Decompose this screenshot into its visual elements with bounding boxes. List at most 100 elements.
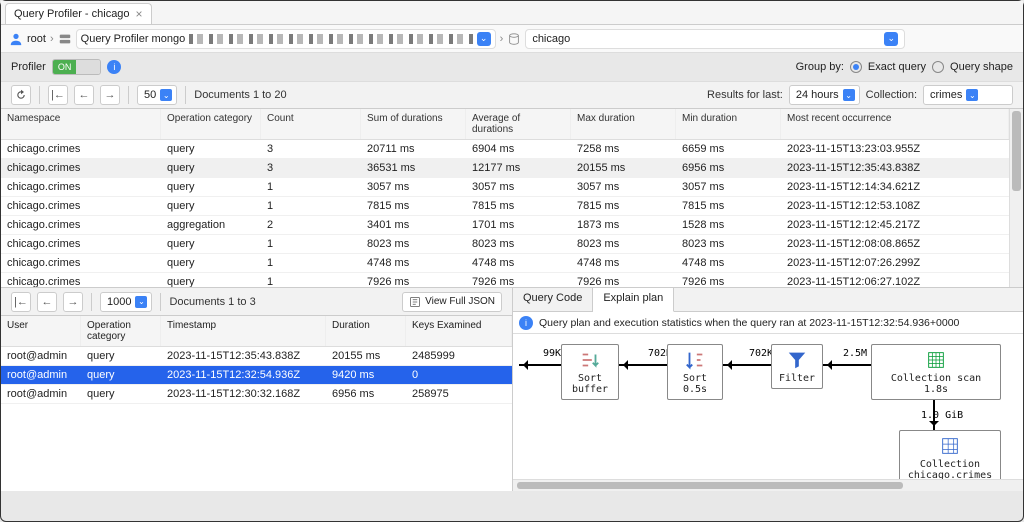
breadcrumb-user[interactable]: root xyxy=(27,33,46,45)
column-header[interactable]: Most recent occurrence xyxy=(781,109,1009,139)
plan-node-label: Collection chicago.crimes xyxy=(908,459,992,479)
column-header[interactable]: Duration xyxy=(326,316,406,346)
document-range: Documents 1 to 3 xyxy=(169,296,255,308)
plan-node-filter[interactable]: Filter xyxy=(771,344,823,389)
table-cell: 2023-11-15T12:35:43.838Z xyxy=(781,159,1009,177)
table-row[interactable]: chicago.crimesquery18023 ms8023 ms8023 m… xyxy=(1,235,1009,254)
detail-toolbar: |← ← → 1000 ⌄ Documents 1 to 3 View Full… xyxy=(1,288,512,316)
json-icon xyxy=(409,296,421,308)
prev-page-button[interactable]: ← xyxy=(37,292,57,312)
table-cell: root@admin xyxy=(1,366,81,384)
breadcrumb: root › Query Profiler mongo ⌄ › chicago … xyxy=(1,25,1023,53)
table-row[interactable]: root@adminquery2023-11-15T12:32:54.936Z9… xyxy=(1,366,512,385)
chevron-down-icon: ⌄ xyxy=(135,296,147,308)
column-header[interactable]: Operation category xyxy=(161,109,261,139)
refresh-button[interactable] xyxy=(11,85,31,105)
column-header[interactable]: Namespace xyxy=(1,109,161,139)
column-header[interactable]: Keys Examined xyxy=(406,316,512,346)
table-cell: 2023-11-15T12:12:53.108Z xyxy=(781,197,1009,215)
time-window-select[interactable]: 24 hours ⌄ xyxy=(789,85,860,105)
table-row[interactable]: chicago.crimesquery17815 ms7815 ms7815 m… xyxy=(1,197,1009,216)
info-icon[interactable]: i xyxy=(107,60,121,74)
table-cell: 20155 ms xyxy=(326,347,406,365)
page-size-select[interactable]: 50 ⌄ xyxy=(137,85,177,105)
explain-plan-canvas[interactable]: 99K 702K 702K 2.5M 1.0 GiB Sort buffer S… xyxy=(513,334,1023,479)
column-header[interactable]: Count xyxy=(261,109,361,139)
table-cell: 7926 ms xyxy=(361,273,466,287)
next-page-button[interactable]: → xyxy=(63,292,83,312)
document-range: Documents 1 to 20 xyxy=(194,89,286,101)
prev-page-button[interactable]: ← xyxy=(74,85,94,105)
plan-node-collection-scan[interactable]: Collection scan 1.8s xyxy=(871,344,1001,400)
column-header[interactable]: Max duration xyxy=(571,109,676,139)
toggle-off-slot xyxy=(76,60,100,74)
collection-value: crimes xyxy=(930,89,962,101)
vertical-scrollbar[interactable] xyxy=(1009,109,1023,287)
toggle-on-label: ON xyxy=(53,60,77,74)
table-cell: 1 xyxy=(261,235,361,253)
column-header[interactable]: User xyxy=(1,316,81,346)
column-header[interactable]: Min duration xyxy=(676,109,781,139)
plan-node-label: Sort 0.5s xyxy=(683,373,707,395)
table-cell: 2023-11-15T12:30:32.168Z xyxy=(161,385,326,403)
results-for-last-label: Results for last: xyxy=(707,89,783,101)
detail-panel: |← ← → 1000 ⌄ Documents 1 to 3 View Full… xyxy=(1,288,513,491)
plan-node-sort[interactable]: Sort 0.5s xyxy=(667,344,723,400)
page-size-value: 1000 xyxy=(107,296,131,308)
horizontal-scrollbar[interactable] xyxy=(513,479,1023,491)
table-cell: query xyxy=(81,385,161,403)
first-page-button[interactable]: |← xyxy=(11,292,31,312)
chevron-down-icon[interactable]: ⌄ xyxy=(884,32,898,46)
table-row[interactable]: chicago.crimesquery320711 ms6904 ms7258 … xyxy=(1,140,1009,159)
table-cell: 1873 ms xyxy=(571,216,676,234)
table-cell: 6659 ms xyxy=(676,140,781,158)
arrow-icon xyxy=(619,364,667,366)
page-size-select[interactable]: 1000 ⌄ xyxy=(100,292,152,312)
database-icon xyxy=(507,32,521,46)
table-cell: 2485999 xyxy=(406,347,512,365)
radio-exact-query[interactable] xyxy=(850,61,862,73)
table-cell: 7926 ms xyxy=(676,273,781,287)
table-cell: 2023-11-15T12:12:45.217Z xyxy=(781,216,1009,234)
table-cell: 9420 ms xyxy=(326,366,406,384)
tab-explain-plan[interactable]: Explain plan xyxy=(593,288,674,312)
column-header[interactable]: Operation category xyxy=(81,316,161,346)
bottom-panel: |← ← → 1000 ⌄ Documents 1 to 3 View Full… xyxy=(1,287,1023,491)
table-row[interactable]: chicago.crimesquery13057 ms3057 ms3057 m… xyxy=(1,178,1009,197)
plan-node-collection[interactable]: Collection chicago.crimes xyxy=(899,430,1001,479)
profiler-label: Profiler xyxy=(11,61,46,73)
table-cell: 8023 ms xyxy=(676,235,781,253)
plan-node-sort-buffer[interactable]: Sort buffer xyxy=(561,344,619,400)
table-cell: 3401 ms xyxy=(361,216,466,234)
table-cell: chicago.crimes xyxy=(1,235,161,253)
first-page-button[interactable]: |← xyxy=(48,85,68,105)
connection-selector[interactable]: Query Profiler mongo ⌄ xyxy=(76,29,496,49)
table-row[interactable]: root@adminquery2023-11-15T12:35:43.838Z2… xyxy=(1,347,512,366)
radio-exact-query-label: Exact query xyxy=(868,61,926,73)
collection-select[interactable]: crimes ⌄ xyxy=(923,85,1013,105)
table-row[interactable]: chicago.crimesquery17926 ms7926 ms7926 m… xyxy=(1,273,1009,287)
chevron-down-icon[interactable]: ⌄ xyxy=(477,32,491,46)
view-full-json-button[interactable]: View Full JSON xyxy=(402,292,502,312)
column-header[interactable]: Sum of durations xyxy=(361,109,466,139)
database-selector[interactable]: chicago ⌄ xyxy=(525,29,905,49)
table-row[interactable]: root@adminquery2023-11-15T12:30:32.168Z6… xyxy=(1,385,512,404)
table-row[interactable]: chicago.crimesquery336531 ms12177 ms2015… xyxy=(1,159,1009,178)
next-page-button[interactable]: → xyxy=(100,85,120,105)
tab-query-code[interactable]: Query Code xyxy=(513,288,593,311)
column-header[interactable]: Timestamp xyxy=(161,316,326,346)
radio-query-shape[interactable] xyxy=(932,61,944,73)
scrollbar-thumb[interactable] xyxy=(1012,111,1021,191)
tab-query-profiler[interactable]: Query Profiler - chicago × xyxy=(5,3,152,24)
table-cell: 4748 ms xyxy=(676,254,781,272)
scrollbar-thumb[interactable] xyxy=(517,482,903,489)
close-icon[interactable]: × xyxy=(136,7,143,21)
table-cell: 3057 ms xyxy=(676,178,781,196)
column-header[interactable]: Average of durations xyxy=(466,109,571,139)
table-cell: 6904 ms xyxy=(466,140,571,158)
table-row[interactable]: chicago.crimesaggregation23401 ms1701 ms… xyxy=(1,216,1009,235)
profiler-toggle[interactable]: ON xyxy=(52,59,102,75)
plan-node-label: Sort buffer xyxy=(572,373,608,395)
table-cell: query xyxy=(161,140,261,158)
table-row[interactable]: chicago.crimesquery14748 ms4748 ms4748 m… xyxy=(1,254,1009,273)
